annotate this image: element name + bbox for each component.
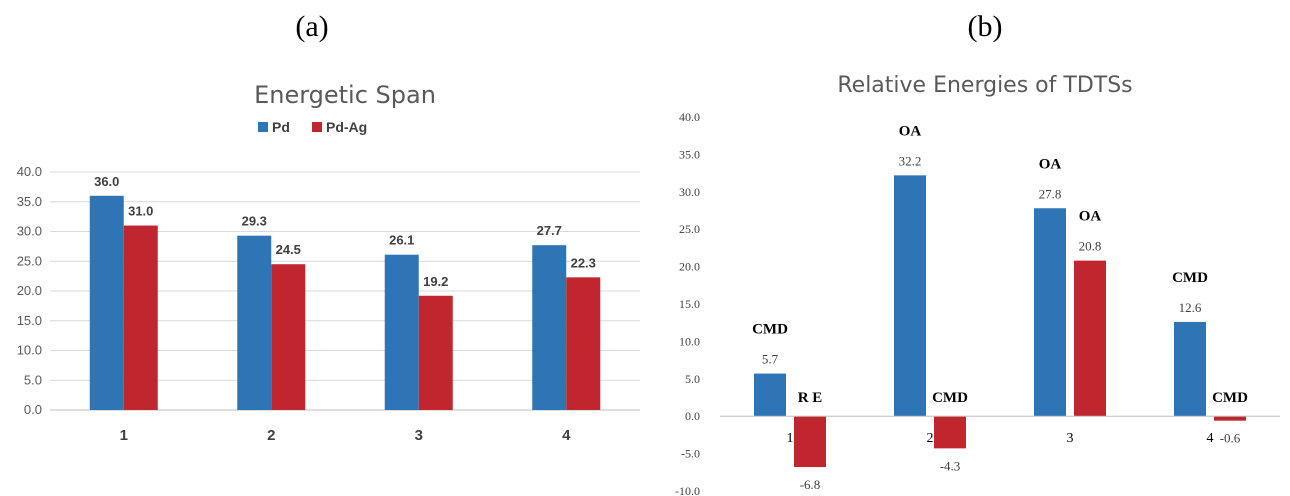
legend-swatch-pd-ag <box>312 122 322 132</box>
chart-a-data-label: 31.0 <box>128 204 153 219</box>
chart-b-y-tick-label: 0.0 <box>685 409 700 423</box>
chart-a-y-tick-label: 15.0 <box>17 313 42 328</box>
chart-a-bar <box>89 195 124 410</box>
chart-b-y-tick-label: 40.0 <box>679 110 700 124</box>
chart-a-bar <box>237 235 272 410</box>
chart-a-y-tick-label: 25.0 <box>17 253 42 268</box>
chart-b-annotation: OA <box>1039 156 1062 172</box>
chart-b-y-ticks: -10.0 -5.0 0.0 5.0 10.0 15.0 20.0 25.0 30.0 35.0 4… <box>675 110 700 496</box>
chart-b-bar <box>934 416 966 449</box>
chart-a-y-tick-label: 35.0 <box>17 194 42 209</box>
chart-a-data-label: 29.3 <box>242 214 267 229</box>
legend-label-pd: Pd <box>272 119 290 135</box>
chart-b-data-label: -0.6 <box>1220 431 1241 446</box>
chart-b-y-tick-label: -10.0 <box>675 484 700 496</box>
chart-a-categories: 1 2 3 4 <box>120 427 572 444</box>
chart-b-annotation: CMD <box>1172 270 1208 286</box>
chart-a-bar <box>384 254 419 410</box>
chart-a-bar <box>123 225 158 410</box>
chart-a-legend: Pd Pd-Ag <box>258 119 367 135</box>
chart-b-bar <box>1174 321 1206 417</box>
chart-a-bar <box>532 245 567 410</box>
chart-b-annotation: OA <box>899 123 922 139</box>
relative-energies-chart: Relative Energies of TDTSs -10.0 -5.0 0.0 5… <box>675 73 1280 496</box>
chart-a-y-tick-label: 40.0 <box>17 164 42 179</box>
chart-b-bar <box>894 175 926 417</box>
legend-swatch-pd <box>258 122 268 132</box>
chart-b-bar <box>1214 416 1246 421</box>
chart-a-y-tick-label: 20.0 <box>17 283 42 298</box>
legend-label-pd-ag: Pd-Ag <box>326 119 367 135</box>
chart-b-annotation: OA <box>1079 209 1102 225</box>
chart-a-data-label: 26.1 <box>389 233 414 248</box>
panel-label-b: (b) <box>968 10 1003 43</box>
chart-a-data-label: 24.5 <box>276 242 301 257</box>
chart-b-y-tick-label: 15.0 <box>679 297 700 311</box>
chart-b-data-label: -6.8 <box>800 477 821 492</box>
chart-a-y-tick-label: 30.0 <box>17 224 42 239</box>
chart-b-y-tick-label: 35.0 <box>679 147 700 161</box>
chart-b-data-labels: 5.7 -6.8 32.2 -4.3 27.8 20.8 12.6 -0.6 <box>762 153 1241 492</box>
chart-b-categories: 1 2 3 4 <box>787 431 1214 446</box>
chart-b-category-label: 4 <box>1207 431 1214 446</box>
chart-a-y-tick-label: 10.0 <box>17 343 42 358</box>
chart-b-category-label: 1 <box>787 431 794 446</box>
chart-b-bar <box>794 416 826 468</box>
chart-b-bars <box>754 175 1246 468</box>
chart-b-bar <box>1074 260 1106 417</box>
chart-a-y-ticks: 0.0 5.0 10.0 15.0 20.0 25.0 30.0 35.0 40.0 <box>17 164 42 417</box>
chart-a-y-tick-label: 0.0 <box>24 402 42 417</box>
chart-a-data-label: 22.3 <box>571 255 596 270</box>
chart-b-data-label: 27.8 <box>1039 186 1062 201</box>
chart-b-y-tick-label: 10.0 <box>679 334 700 348</box>
chart-a-bars <box>89 195 601 410</box>
chart-a-data-labels: 36.0 31.0 29.3 24.5 26.1 19.2 27.7 22.3 <box>94 174 596 289</box>
chart-b-bar <box>754 373 786 417</box>
chart-b-data-label: 20.8 <box>1079 239 1102 254</box>
chart-b-y-tick-label: 5.0 <box>685 372 700 386</box>
chart-a-category-label: 4 <box>562 427 571 444</box>
chart-a-category-label: 1 <box>120 427 128 444</box>
chart-b-category-label: 3 <box>1067 431 1074 446</box>
chart-a-data-label: 19.2 <box>423 274 448 289</box>
chart-b-data-label: 5.7 <box>762 352 779 367</box>
chart-b-y-tick-label: 30.0 <box>679 185 700 199</box>
chart-b-y-tick-label: 25.0 <box>679 222 700 236</box>
chart-a-y-tick-label: 5.0 <box>24 372 42 387</box>
chart-a-bar <box>566 277 601 410</box>
chart-b-data-label: 12.6 <box>1179 300 1202 315</box>
chart-b-annotation: CMD <box>1212 390 1248 406</box>
panel-label-a: (a) <box>295 10 328 43</box>
chart-b-annotation: R E <box>798 390 823 406</box>
chart-b-y-tick-label: 20.0 <box>679 260 700 274</box>
chart-b-title: Relative Energies of TDTSs <box>837 73 1132 98</box>
chart-a-title: Energetic Span <box>254 81 436 109</box>
chart-b-category-label: 2 <box>927 431 934 446</box>
chart-b-y-tick-label: -5.0 <box>681 447 700 461</box>
chart-b-annotations: CMD R E OA CMD OA OA CMD CMD <box>752 123 1248 406</box>
chart-b-data-label: 32.2 <box>899 153 922 168</box>
chart-a-data-label: 36.0 <box>94 174 119 189</box>
chart-b-bar <box>1034 208 1066 417</box>
chart-a-category-label: 3 <box>415 427 423 444</box>
chart-b-annotation: CMD <box>752 322 788 338</box>
chart-a-bar <box>271 264 306 410</box>
chart-a-category-label: 2 <box>267 427 275 444</box>
chart-a-data-label: 27.7 <box>537 223 562 238</box>
chart-a-bar <box>418 295 453 410</box>
energetic-span-chart: Energetic Span Pd Pd-Ag 0.05.010.015.020… <box>17 81 640 444</box>
chart-b-data-label: -4.3 <box>940 458 961 473</box>
chart-b-annotation: CMD <box>932 390 968 406</box>
